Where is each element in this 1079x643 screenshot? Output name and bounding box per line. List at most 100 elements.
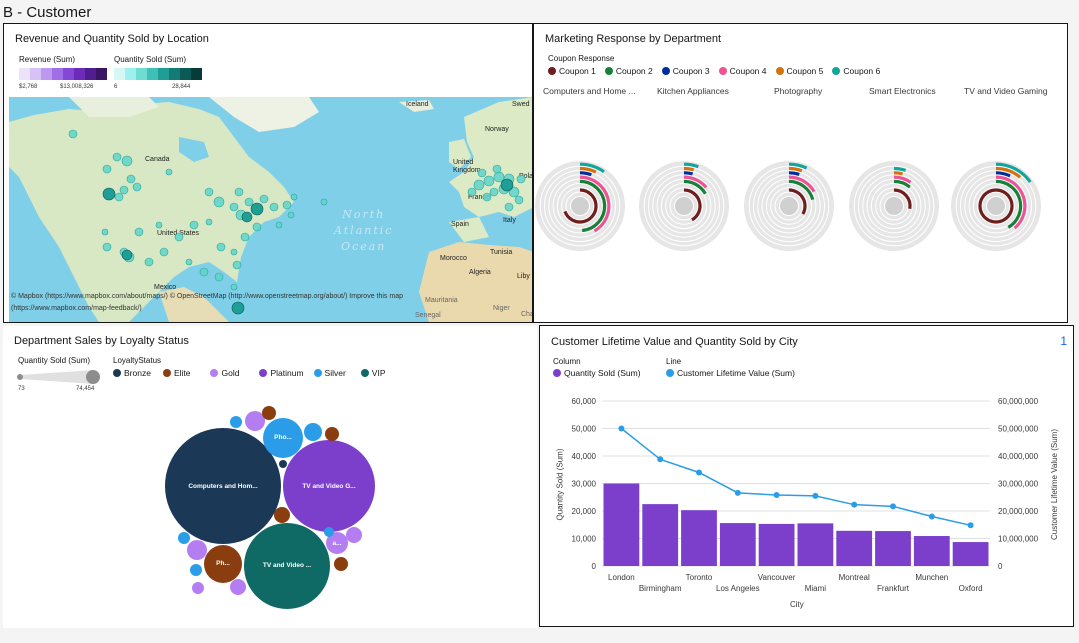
department-label: TV and Video Gaming <box>964 86 1048 96</box>
line-legend[interactable]: Customer Lifetime Value (Sum) <box>666 368 795 378</box>
bubble[interactable] <box>324 527 334 537</box>
clv-panel[interactable]: Customer Lifetime Value and Quantity Sol… <box>539 325 1074 627</box>
loyalty-legend-item[interactable]: VIP <box>360 368 386 378</box>
map-label-libya: Liby <box>517 273 530 280</box>
line-point <box>890 503 896 510</box>
map-points-svg[interactable] <box>9 97 533 322</box>
map-panel[interactable]: Revenue and Quantity Sold by Location Re… <box>3 23 533 323</box>
radial-arc <box>788 171 800 176</box>
map-label-mauritania: Mauritania <box>425 297 458 304</box>
loyalty-legend-item[interactable]: Silver <box>313 368 346 378</box>
y2-tick-label: 50,000,000 <box>998 425 1039 434</box>
size-legend-shape <box>17 370 100 384</box>
bubble[interactable] <box>274 507 290 523</box>
bubble-label: TV and Video G... <box>302 483 356 490</box>
y2-tick-label: 60,000,000 <box>998 397 1039 406</box>
quantity-color-scale <box>114 68 202 80</box>
radial-arc <box>995 166 1022 179</box>
bubble[interactable] <box>262 406 276 420</box>
line-point <box>657 456 664 463</box>
map-attribution[interactable]: © Mapbox (https://www.mapbox.com/about/m… <box>11 293 403 312</box>
radial-charts[interactable] <box>534 124 1068 314</box>
line-point <box>928 513 935 520</box>
bubble[interactable] <box>244 523 330 609</box>
loyalty-legend-item[interactable]: Bronze <box>113 368 151 378</box>
bubble[interactable] <box>283 440 375 532</box>
radial-arc <box>893 166 907 172</box>
world-map[interactable]: Canada United States Mexico Iceland Norw… <box>9 97 533 322</box>
marketing-panel[interactable]: Marketing Response by Department Coupon … <box>533 23 1068 323</box>
loyalty-legend-item[interactable]: Elite <box>162 368 190 378</box>
radial-arc <box>788 188 807 215</box>
map-label-mexico: Mexico <box>154 284 177 291</box>
coupon-legend: Coupon 1 Coupon 2 Coupon 3 Coupon 4 Coup… <box>548 66 889 76</box>
radial-arc <box>788 179 815 201</box>
clv-panel-title: Customer Lifetime Value and Quantity Sol… <box>551 336 798 348</box>
coupon-legend-item[interactable]: Coupon 2 <box>604 66 653 76</box>
column-legend[interactable]: Quantity Sold (Sum) <box>553 368 641 378</box>
bubble[interactable] <box>279 460 287 468</box>
revenue-color-scale <box>19 68 107 80</box>
map-label-senegal: Senegal <box>415 312 441 319</box>
column-legend-title: Column <box>553 357 581 366</box>
radial-arc <box>683 162 699 169</box>
loyalty-legend-item[interactable]: Platinum <box>259 368 304 378</box>
x-tick-label: Vancouver <box>758 573 796 582</box>
department-label: Computers and Home ... <box>543 86 636 96</box>
coupon-legend-item[interactable]: Coupon 1 <box>548 66 596 76</box>
line-point <box>734 489 741 496</box>
x-tick-label: Frankfurt <box>877 584 910 593</box>
radial-arc <box>893 188 912 210</box>
bubble[interactable] <box>165 428 281 544</box>
bar <box>913 536 950 566</box>
map-label-niger: Niger <box>493 305 510 312</box>
bar <box>797 523 834 566</box>
page-number[interactable]: 1 <box>1060 334 1067 348</box>
line-series <box>620 427 971 527</box>
map-label-chad: Cha <box>521 311 533 318</box>
radial-arc <box>995 171 1011 178</box>
coupon-legend-item[interactable]: Coupon 4 <box>718 66 767 76</box>
coupon-legend-item[interactable]: Coupon 5 <box>775 66 823 76</box>
department-label: Photography <box>774 86 823 96</box>
bubble[interactable] <box>230 416 242 428</box>
x-tick-label: London <box>608 573 635 582</box>
radial-arc <box>788 166 803 173</box>
dept-panel[interactable]: Department Sales by Loyalty Status Quant… <box>3 326 537 628</box>
coupon-legend-item[interactable]: Coupon 6 <box>832 66 880 76</box>
radial-arc <box>893 171 904 176</box>
revenue-legend-max: $13,008,326 <box>60 84 94 90</box>
bubble[interactable] <box>204 545 242 583</box>
bubble[interactable] <box>325 427 339 441</box>
radial-arc <box>683 188 702 222</box>
bubble[interactable] <box>263 418 303 458</box>
bubble[interactable] <box>346 527 362 543</box>
map-land-svg <box>9 97 532 322</box>
clv-chart[interactable]: 0 0 10,000 10,000,000 20,000 20,000,000 30,000… <box>540 386 1074 626</box>
bubble-chart[interactable] <box>3 398 537 628</box>
x-tick-label: Miami <box>805 584 827 593</box>
bubble[interactable] <box>304 423 322 441</box>
bubble-label: Ph... <box>216 560 230 567</box>
bubble[interactable] <box>178 532 190 544</box>
loyalty-legend-item[interactable]: Gold <box>210 368 239 378</box>
coupon-legend-item[interactable]: Coupon 3 <box>661 66 710 76</box>
x-tick-label: Los Angeles <box>716 584 760 593</box>
y-tick-label: 30,000 <box>572 480 597 489</box>
size-legend-max: 74,454 <box>76 386 95 392</box>
bubble[interactable] <box>187 540 207 560</box>
map-label-canada: Canada <box>145 156 170 163</box>
bubble[interactable] <box>326 532 348 554</box>
y-tick-label: 0 <box>592 562 597 571</box>
bubble[interactable] <box>245 411 265 431</box>
bubble[interactable] <box>190 564 202 576</box>
bubble[interactable] <box>192 582 204 594</box>
x-tick-label: Montreal <box>839 573 870 582</box>
x-tick-label: Birmingham <box>639 584 682 593</box>
map-label-tunisia: Tunisia <box>490 249 513 256</box>
bubble[interactable] <box>334 557 348 571</box>
map-label-ocean: North Atlantic Ocean <box>334 208 394 253</box>
coupon-legend-title: Coupon Response <box>548 54 615 63</box>
bubble[interactable] <box>230 579 246 595</box>
map-label-spain: Spain <box>451 221 469 228</box>
